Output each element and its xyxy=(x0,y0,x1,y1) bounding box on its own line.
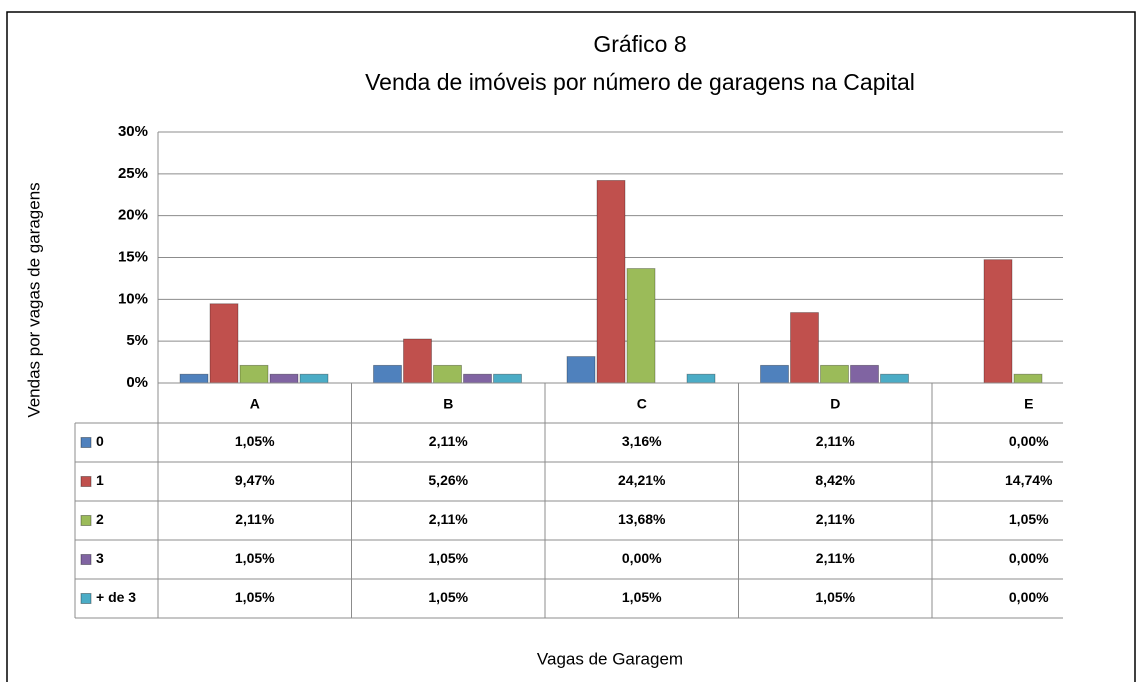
table-cell: 2,11% xyxy=(235,511,274,527)
x-tick-label: D xyxy=(830,396,840,412)
legend-swatch xyxy=(80,437,92,448)
bar xyxy=(403,338,432,384)
y-axis-title: Vendas por vagas de garagens xyxy=(24,182,43,417)
table-cell: 2,11% xyxy=(816,433,855,449)
table-cell: 1,05% xyxy=(428,589,468,605)
y-tick-label: 10% xyxy=(118,290,148,307)
bar xyxy=(179,373,209,384)
bar xyxy=(433,364,462,384)
y-tick-label: 30% xyxy=(118,123,148,140)
table-cell: 1,05% xyxy=(1009,511,1049,527)
bar xyxy=(269,373,299,384)
legend-swatch xyxy=(80,476,92,487)
legend-label: 2 xyxy=(96,511,104,527)
table-cell: 24,21% xyxy=(618,472,666,488)
bar xyxy=(596,180,626,384)
table-cell: 1,05% xyxy=(235,589,275,605)
legend-label: + de 3 xyxy=(96,589,136,605)
table-cell: 1,05% xyxy=(235,433,275,449)
table-cell: 9,47% xyxy=(235,472,275,488)
legend-label: 3 xyxy=(96,550,104,566)
y-tick-label: 0% xyxy=(126,374,148,391)
table-cell: 8,42% xyxy=(815,472,855,488)
bar xyxy=(299,373,329,384)
legend-label: 1 xyxy=(96,472,104,488)
bar xyxy=(760,364,789,384)
bar xyxy=(686,373,716,384)
bar xyxy=(626,268,656,384)
bar xyxy=(463,373,492,384)
chart-title: Gráfico 8 xyxy=(593,31,686,57)
bar xyxy=(790,312,819,384)
table-cell: 1,05% xyxy=(235,550,275,566)
bar xyxy=(820,364,849,384)
chart-subtitle: Venda de imóveis por número de garagens … xyxy=(365,69,915,95)
legend-swatch xyxy=(80,515,92,526)
bar xyxy=(239,364,269,384)
table-cell: 2,11% xyxy=(429,511,468,527)
table-cell: 0,00% xyxy=(1009,589,1049,605)
bar xyxy=(566,356,596,384)
table-cell: 3,16% xyxy=(622,433,662,449)
table-cell: 1,05% xyxy=(622,589,662,605)
bar xyxy=(493,373,522,384)
table-cell: 0,00% xyxy=(622,550,662,566)
legend-label: 0 xyxy=(96,433,104,449)
table-cell: 0,00% xyxy=(1009,433,1049,449)
y-tick-label: 15% xyxy=(118,248,148,265)
y-tick-label: 20% xyxy=(118,207,148,224)
bar xyxy=(983,259,1013,384)
table-cell: 5,26% xyxy=(428,472,468,488)
table-cell: 0,00% xyxy=(1009,550,1049,566)
y-tick-label: 5% xyxy=(126,332,148,349)
bar xyxy=(850,364,879,384)
table-cell: 2,11% xyxy=(816,511,855,527)
table-cell: 1,05% xyxy=(428,550,468,566)
x-tick-label: A xyxy=(250,396,260,412)
bar xyxy=(209,303,239,384)
bar xyxy=(880,373,909,384)
legend-swatch xyxy=(80,554,92,565)
table-cell: 2,11% xyxy=(429,433,468,449)
table-cell: 2,11% xyxy=(816,550,855,566)
x-tick-label: B xyxy=(443,396,453,412)
table-cell: 14,74% xyxy=(1005,472,1053,488)
x-tick-label: E xyxy=(1024,396,1033,412)
x-axis-title: Vagas de Garagem xyxy=(537,649,683,668)
x-tick-label: C xyxy=(637,396,647,412)
y-tick-label: 25% xyxy=(118,165,148,182)
table-cell: 13,68% xyxy=(618,511,666,527)
table-cell: 1,05% xyxy=(815,589,855,605)
bar xyxy=(1013,373,1043,384)
legend-swatch xyxy=(80,593,92,604)
bar xyxy=(373,364,402,384)
chart-frame xyxy=(6,11,1136,682)
